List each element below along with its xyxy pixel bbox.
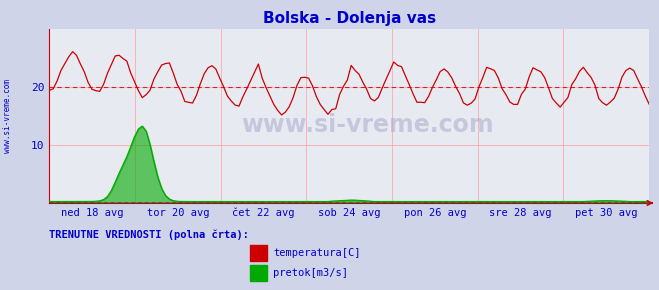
Text: temperatura[C]: temperatura[C]: [273, 248, 361, 258]
Text: TRENUTNE VREDNOSTI (polna črta):: TRENUTNE VREDNOSTI (polna črta):: [49, 229, 249, 240]
Title: Bolska - Dolenja vas: Bolska - Dolenja vas: [263, 11, 436, 26]
Text: www.si-vreme.com: www.si-vreme.com: [3, 79, 13, 153]
Text: pretok[m3/s]: pretok[m3/s]: [273, 268, 349, 278]
Text: www.si-vreme.com: www.si-vreme.com: [241, 113, 494, 137]
